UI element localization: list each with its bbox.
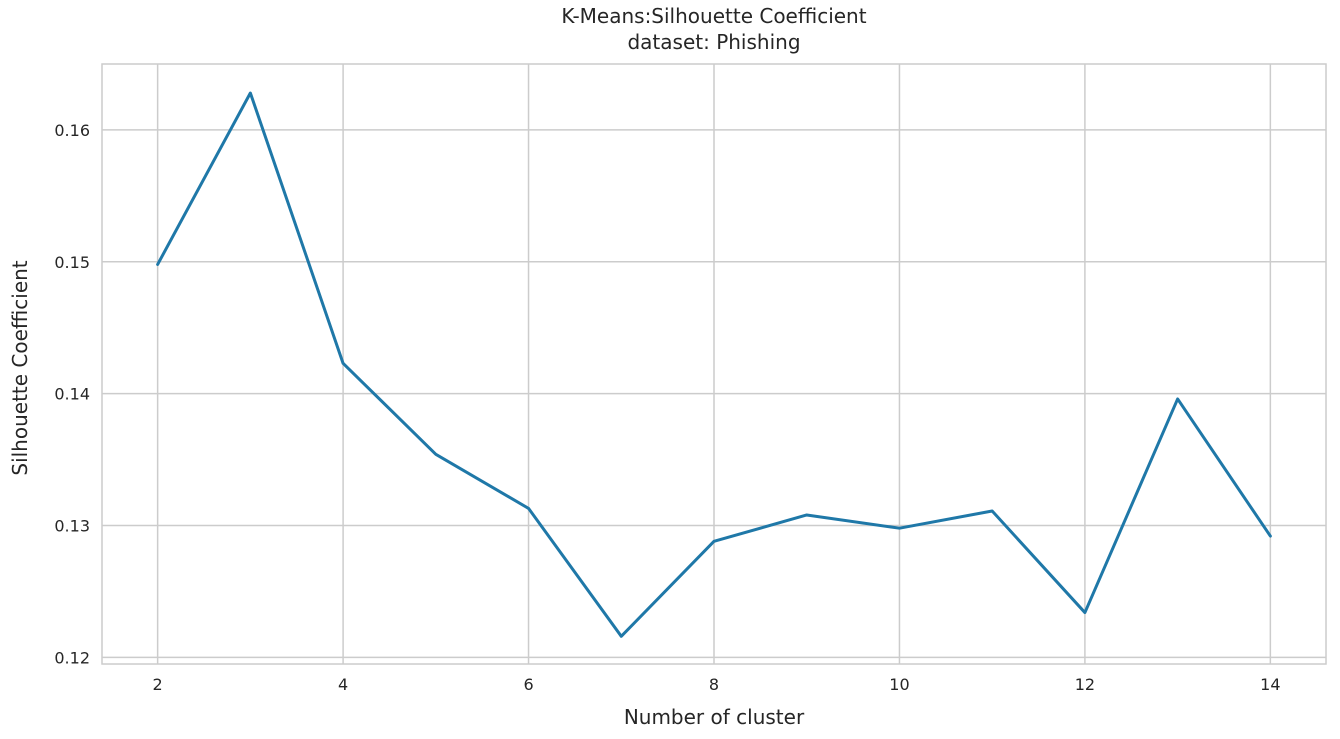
y-tick-label: 0.12 xyxy=(54,648,90,667)
series-layer xyxy=(156,91,1272,638)
x-tick-label: 8 xyxy=(709,675,719,694)
x-tick-label: 14 xyxy=(1260,675,1280,694)
plot-frame xyxy=(101,63,1327,665)
x-axis-label: Number of cluster xyxy=(624,705,805,729)
x-tick-label: 12 xyxy=(1075,675,1095,694)
chart-subtitle: dataset: Phishing xyxy=(627,30,800,54)
x-tick-label: 6 xyxy=(523,675,533,694)
y-tick-label: 0.15 xyxy=(54,253,90,272)
grid-lines xyxy=(102,64,1326,664)
series-line xyxy=(156,91,1272,638)
x-tick-label: 10 xyxy=(889,675,909,694)
x-tick-label: 2 xyxy=(153,675,163,694)
y-tick-label: 0.13 xyxy=(54,517,90,536)
chart-title: K-Means:Silhouette Coefficient xyxy=(561,4,866,28)
tick-labels: 2 4 6 8 10 12 14 0.12 0.13 0.14 0.15 0.16 xyxy=(54,121,1280,694)
y-tick-label: 0.14 xyxy=(54,385,90,404)
y-axis-label: Silhouette Coefficient xyxy=(8,260,32,475)
x-tick-label: 4 xyxy=(338,675,348,694)
y-tick-label: 0.16 xyxy=(54,121,90,140)
